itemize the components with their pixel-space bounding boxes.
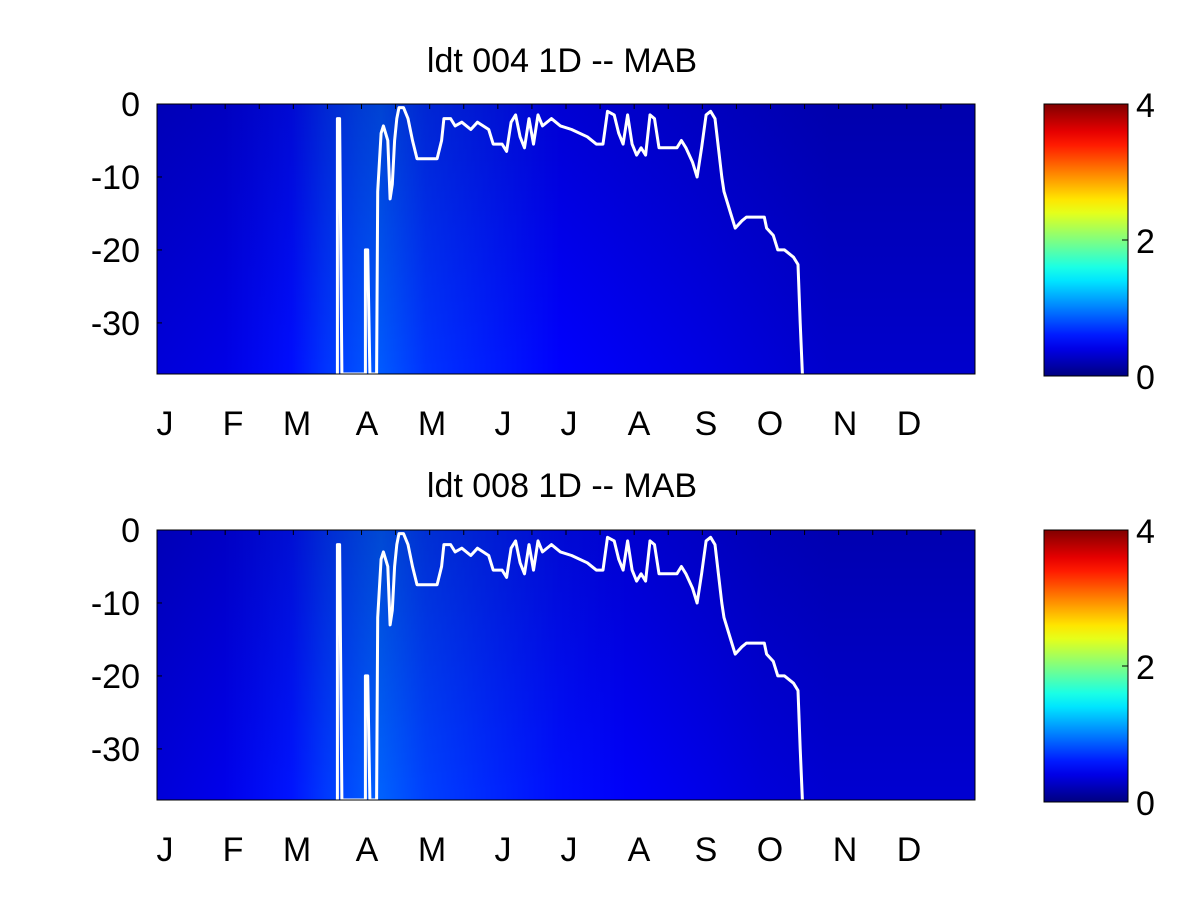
y-tick-label: -20 (91, 658, 140, 696)
y-tick-label: 0 (121, 512, 140, 550)
heatmap-depth-shading (157, 530, 975, 800)
x-tick-label: N (833, 831, 858, 869)
x-tick-label: M (418, 831, 446, 869)
colorbar-tick-label: 2 (1136, 223, 1155, 261)
colorbar-tick-label: 4 (1136, 513, 1155, 551)
x-tick-label: O (757, 831, 783, 869)
colorbar-tick-label: 0 (1136, 785, 1155, 823)
x-tick-label: J (157, 831, 174, 869)
colorbar-tick-label: 0 (1136, 359, 1155, 397)
x-tick-label: J (495, 831, 512, 869)
x-tick-label: D (897, 831, 922, 869)
x-tick-label: J (561, 405, 578, 443)
y-tick-label: 0 (121, 86, 140, 124)
x-tick-label: M (283, 405, 311, 443)
x-tick-label: A (628, 405, 651, 443)
y-tick-label: -10 (91, 159, 140, 197)
x-tick-label: J (157, 405, 174, 443)
y-tick-label: -30 (91, 305, 140, 343)
x-tick-label: F (223, 405, 244, 443)
series-line (335, 532, 804, 802)
y-tick-label: -10 (91, 585, 140, 623)
x-tick-label: A (628, 831, 651, 869)
colorbar (1043, 103, 1129, 377)
panel-2: ldt 008 1D -- MAB 0 -10 -20 -30 J F M A M J J A S O N D 0… (91, 467, 1155, 869)
colorbar (1043, 529, 1129, 803)
chart-title: ldt 008 1D -- MAB (427, 467, 697, 505)
x-tick-label: D (897, 405, 922, 443)
x-tick-label: A (356, 831, 379, 869)
x-tick-label: F (223, 831, 244, 869)
y-tick-label: -20 (91, 232, 140, 270)
x-tick-label: S (695, 405, 718, 443)
heatmap-depth-shading (157, 104, 975, 374)
colorbar-tick-label: 4 (1136, 87, 1155, 125)
x-tick-label: J (495, 405, 512, 443)
panel-1: ldt 004 1D -- MAB 0 -10 -20 -30 J F M A M J J A S O N D 0… (91, 42, 1155, 443)
x-tick-label: A (356, 405, 379, 443)
x-tick-label: O (757, 405, 783, 443)
x-tick-label: M (418, 405, 446, 443)
x-tick-label: N (833, 405, 858, 443)
y-tick-label: -30 (91, 731, 140, 769)
chart-title: ldt 004 1D -- MAB (427, 42, 697, 80)
x-tick-label: M (283, 831, 311, 869)
series-line (335, 106, 804, 376)
x-tick-label: S (695, 831, 718, 869)
colorbar-tick-label: 2 (1136, 649, 1155, 687)
x-tick-label: J (561, 831, 578, 869)
